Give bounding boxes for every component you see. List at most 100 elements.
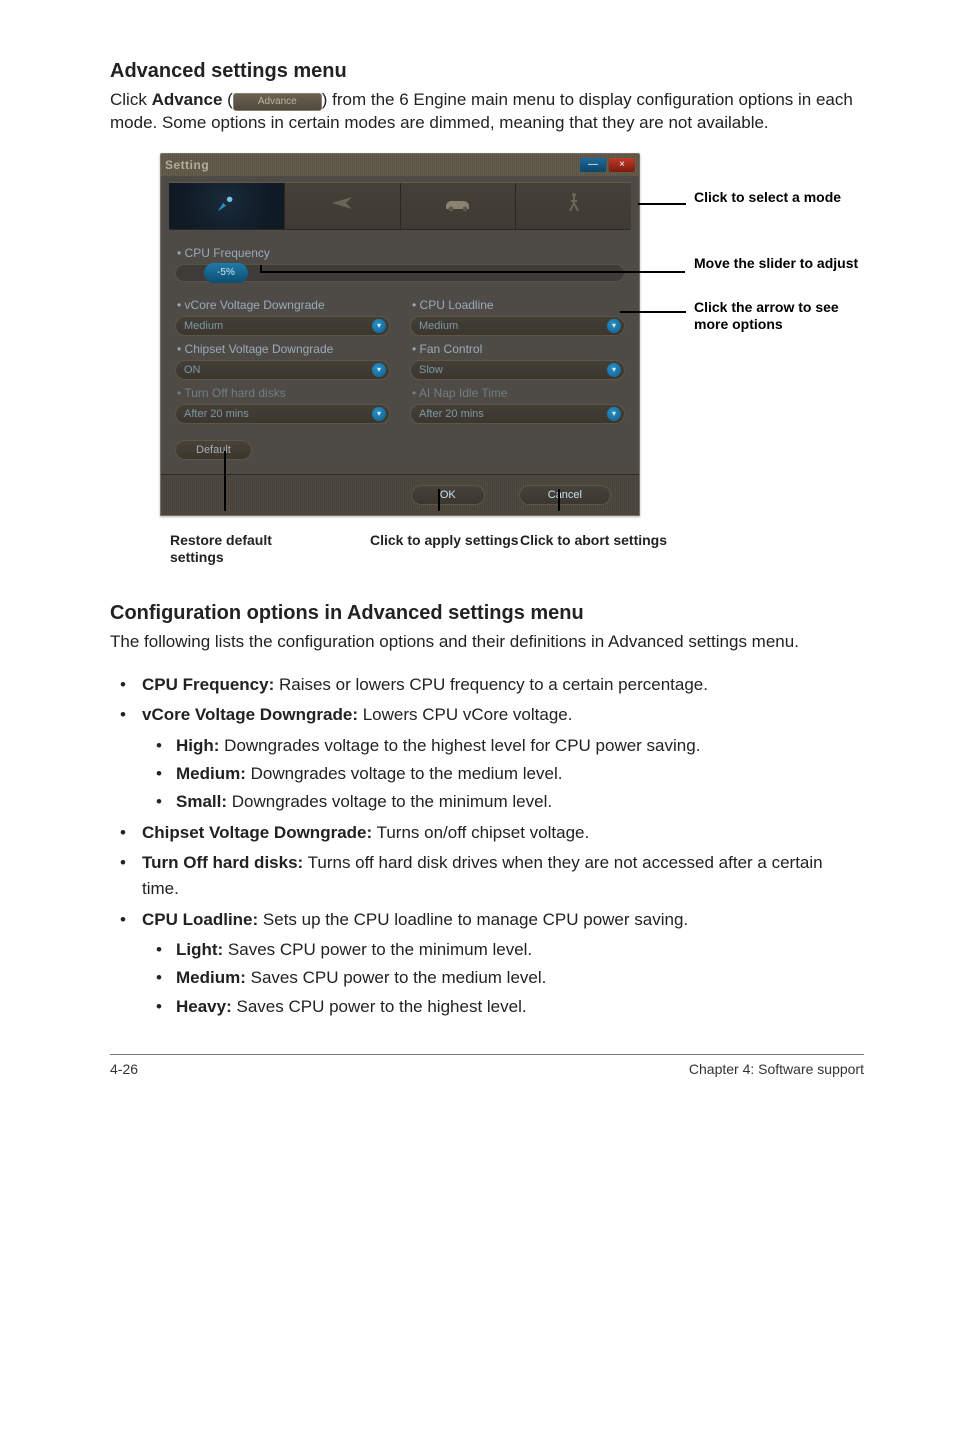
turnoff-value: After 20 mins: [184, 408, 249, 420]
list-item: CPU Loadline: Sets up the CPU loadline t…: [110, 907, 864, 1020]
vcore-text: vCore Voltage Downgrade: [185, 298, 325, 312]
chipset-dropdown[interactable]: ON ▾: [175, 360, 390, 380]
list-item: Heavy: Saves CPU power to the highest le…: [142, 994, 864, 1020]
chapter-label: Chapter 4: Software support: [689, 1061, 864, 1077]
vcore-value: Medium: [184, 320, 223, 332]
slider-knob[interactable]: -5%: [204, 263, 248, 283]
loadline-text: CPU Loadline: [420, 298, 494, 312]
page-footer: 4-26 Chapter 4: Software support: [110, 1054, 864, 1077]
cpu-frequency-text: CPU Frequency: [185, 246, 270, 260]
mode-cell-1[interactable]: [169, 183, 285, 229]
definition: Turns on/off chipset voltage.: [372, 823, 589, 842]
definition: Downgrades voltage to the highest level …: [219, 736, 700, 755]
mode-select-bar: [169, 182, 631, 230]
chevron-down-icon[interactable]: ▾: [607, 407, 621, 421]
chevron-down-icon[interactable]: ▾: [607, 319, 621, 333]
term: Turn Off hard disks:: [142, 853, 303, 872]
vcore-dropdown[interactable]: Medium ▾: [175, 316, 390, 336]
default-button[interactable]: Default: [175, 440, 252, 460]
list-item: Chipset Voltage Downgrade: Turns on/off …: [110, 820, 864, 846]
loadline-value: Medium: [419, 320, 458, 332]
list-item: Medium: Saves CPU power to the medium le…: [142, 965, 864, 991]
list-item: Medium: Downgrades voltage to the medium…: [142, 761, 864, 787]
definition: Downgrades voltage to the minimum level.: [227, 792, 552, 811]
intro-paragraph: Click Advance (Advance) from the 6 Engin…: [110, 89, 864, 135]
leader-line: [638, 203, 686, 205]
heading-config-options: Configuration options in Advanced settin…: [110, 602, 864, 625]
chevron-down-icon[interactable]: ▾: [607, 363, 621, 377]
label-click-apply: Click to apply settings: [370, 532, 520, 550]
window-minimize-button[interactable]: —: [580, 158, 606, 172]
definition: Saves CPU power to the medium level.: [246, 968, 546, 987]
list-item: High: Downgrades voltage to the highest …: [142, 733, 864, 759]
cancel-button[interactable]: Cancel: [519, 485, 611, 505]
left-column: • vCore Voltage Downgrade Medium ▾ • Chip…: [175, 292, 390, 424]
definition: Lowers CPU vCore voltage.: [358, 705, 572, 724]
cpu-frequency-slider[interactable]: -5%: [175, 264, 625, 282]
term: Medium:: [176, 764, 246, 783]
page-number: 4-26: [110, 1061, 138, 1077]
label-restore-default: Restore default settings: [170, 532, 320, 567]
definition: Sets up the CPU loadline to manage CPU p…: [258, 910, 688, 929]
definition: Saves CPU power to the highest level.: [232, 997, 527, 1016]
term: Chipset Voltage Downgrade:: [142, 823, 372, 842]
term: CPU Frequency:: [142, 675, 274, 694]
vcore-label: • vCore Voltage Downgrade: [177, 298, 390, 312]
window-footer: OK Cancel: [161, 474, 639, 515]
window-close-button[interactable]: ×: [609, 158, 635, 172]
fan-dropdown[interactable]: Slow ▾: [410, 360, 625, 380]
leader-line: [260, 265, 262, 272]
settings-figure: Setting — ×: [160, 153, 900, 576]
chipset-value: ON: [184, 364, 201, 376]
definition: Raises or lowers CPU frequency to a cert…: [274, 675, 708, 694]
list-item: vCore Voltage Downgrade: Lowers CPU vCor…: [110, 702, 864, 815]
car-icon: [444, 194, 472, 217]
fan-label: • Fan Control: [412, 342, 625, 356]
comet-icon: [215, 192, 237, 219]
annotation-slider: Move the slider to adjust: [694, 255, 864, 272]
ok-button[interactable]: OK: [411, 485, 485, 505]
chipset-label: • Chipset Voltage Downgrade: [177, 342, 390, 356]
list-item: Light: Saves CPU power to the minimum le…: [142, 937, 864, 963]
settings-panel: • CPU Frequency -5% • vCore Voltage Down…: [161, 230, 639, 474]
window-title: Setting: [165, 158, 577, 172]
plane-icon: [330, 193, 354, 218]
definition: Saves CPU power to the minimum level.: [223, 940, 532, 959]
loadline-label: • CPU Loadline: [412, 298, 625, 312]
options-list: CPU Frequency: Raises or lowers CPU freq…: [110, 672, 864, 1020]
label-click-abort: Click to abort settings: [520, 532, 670, 550]
fan-text: Fan Control: [420, 342, 483, 356]
term: High:: [176, 736, 219, 755]
term: Medium:: [176, 968, 246, 987]
chevron-down-icon[interactable]: ▾: [372, 319, 386, 333]
fan-value: Slow: [419, 364, 443, 376]
ainap-value: After 20 mins: [419, 408, 484, 420]
chevron-down-icon[interactable]: ▾: [372, 407, 386, 421]
turnoff-label: • Turn Off hard disks: [177, 386, 390, 400]
term: Heavy:: [176, 997, 232, 1016]
ainap-text: AI Nap Idle Time: [419, 386, 508, 400]
mode-cell-4[interactable]: [516, 183, 631, 229]
chipset-text: Chipset Voltage Downgrade: [185, 342, 334, 356]
advance-inline-button: Advance: [233, 93, 322, 111]
annotation-arrow: Click the arrow to see more options: [694, 299, 864, 333]
term: Small:: [176, 792, 227, 811]
loadline-dropdown[interactable]: Medium ▾: [410, 316, 625, 336]
leader-line: [558, 489, 560, 511]
right-column: • CPU Loadline Medium ▾ • Fan Control Slo…: [410, 292, 625, 424]
under-labels: Restore default settings Click to apply …: [160, 516, 900, 576]
ainap-dropdown[interactable]: After 20 mins ▾: [410, 404, 625, 424]
window-titlebar: Setting — ×: [161, 154, 639, 176]
turnoff-dropdown[interactable]: After 20 mins ▾: [175, 404, 390, 424]
intro-text-lead: Click: [110, 90, 152, 109]
mode-cell-3[interactable]: [401, 183, 517, 229]
mode-cell-2[interactable]: [285, 183, 401, 229]
chevron-down-icon[interactable]: ▾: [372, 363, 386, 377]
cpu-frequency-label: • CPU Frequency: [177, 246, 625, 260]
advance-word: Advance: [152, 90, 223, 109]
ainap-label: • AI Nap Idle Time: [412, 386, 625, 400]
term: CPU Loadline:: [142, 910, 258, 929]
turnoff-text: Turn Off hard disks: [184, 386, 285, 400]
term: Light:: [176, 940, 223, 959]
walk-icon: [566, 192, 582, 219]
